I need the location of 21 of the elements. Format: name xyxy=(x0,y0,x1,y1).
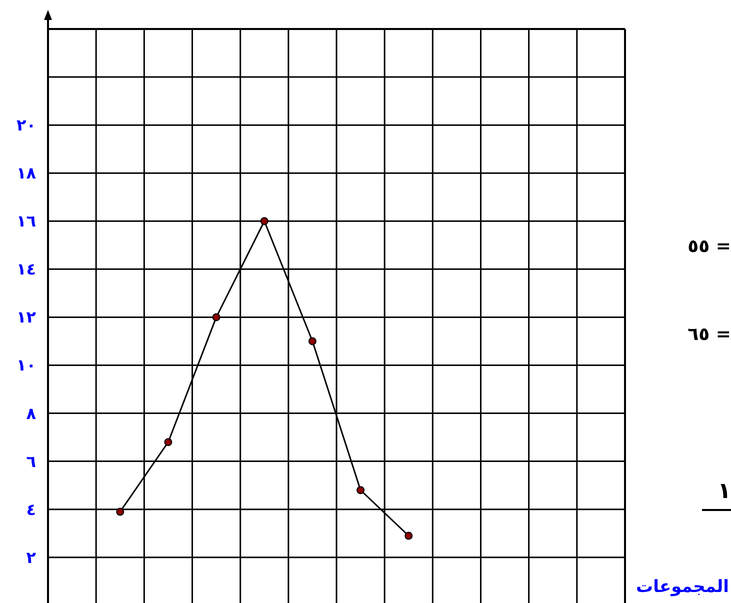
y-tick-label: ٦ xyxy=(26,452,36,471)
point xyxy=(308,337,316,346)
y-tick-label: ٨ xyxy=(26,404,36,423)
point xyxy=(164,438,172,446)
text: ١ xyxy=(718,479,731,504)
y-tick-label: ٢٠ xyxy=(16,116,36,135)
point xyxy=(260,217,268,226)
point xyxy=(356,486,365,494)
x-axis-title: المجموعات xyxy=(636,577,729,597)
y-tick-label: ١٤ xyxy=(16,260,36,279)
y-tick-label: ١٠ xyxy=(16,356,36,375)
y-tick-label: ١٨ xyxy=(16,164,36,183)
y-tick-label: ١٦ xyxy=(16,212,36,231)
y-tick-label: ٤ xyxy=(26,500,36,519)
point xyxy=(212,313,220,322)
text: ٥٥ = xyxy=(688,236,731,257)
text: ٦٥ = xyxy=(688,324,731,345)
y-tick-label: ١٢ xyxy=(16,308,36,327)
y-tick-label: ٢ xyxy=(26,548,36,567)
point xyxy=(116,508,124,516)
point xyxy=(404,532,413,540)
